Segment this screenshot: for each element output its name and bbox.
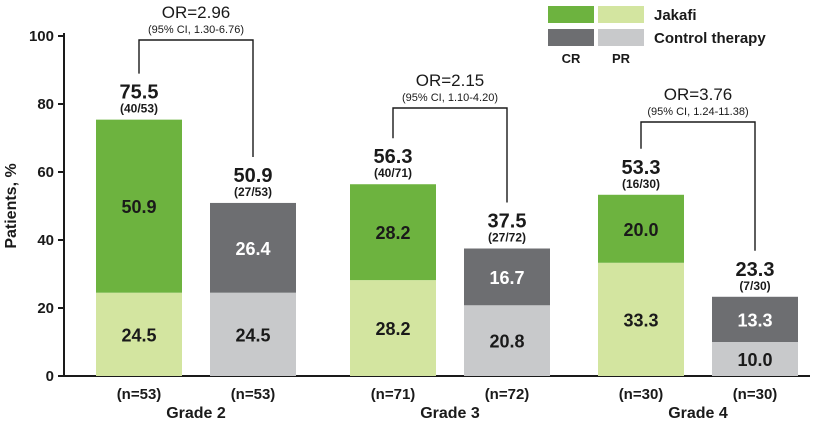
total-value-label: 53.3 — [622, 157, 661, 179]
bar-segment-pr — [350, 280, 436, 376]
bar-segment-pr — [210, 292, 296, 376]
total-value-label: 37.5 — [488, 211, 527, 233]
confidence-interval-label: (95% CI, 1.24-11.38) — [647, 106, 748, 118]
bar-segment-pr — [598, 262, 684, 376]
total-value-label: 56.3 — [374, 146, 413, 168]
legend-swatch-cr — [548, 29, 594, 46]
pr-value-label: 10.0 — [737, 350, 772, 370]
bar-segment-cr — [712, 296, 798, 342]
y-tick-label: 80 — [37, 96, 54, 113]
pr-value-label: 28.2 — [375, 319, 410, 339]
labels: 24.550.975.5(40/53)(n=53)24.526.450.9(27… — [117, 82, 778, 422]
total-value-label: 23.3 — [736, 259, 775, 281]
bar-segment-cr — [350, 184, 436, 281]
fraction-label: (40/53) — [120, 102, 158, 116]
odds-ratio-bracket — [640, 121, 756, 251]
sample-size-label: (n=53) — [117, 386, 162, 403]
cr-value-label: 13.3 — [737, 310, 772, 330]
pr-value-label: 20.8 — [489, 332, 524, 352]
grade-label: Grade 2 — [166, 405, 226, 422]
pr-value-label: 24.5 — [121, 325, 156, 345]
axes: 0 20 40 60 80 100 — [29, 28, 810, 385]
sample-size-label: (n=53) — [231, 386, 276, 403]
sample-size-label: (n=71) — [371, 386, 416, 403]
sample-size-label: (n=72) — [485, 386, 530, 403]
cr-value-label: 16.7 — [489, 268, 524, 288]
legend: Jakafi Control therapy CR PR — [548, 6, 766, 66]
legend-entry-label: Control therapy — [654, 30, 766, 47]
odds-ratio-label: OR=3.76 — [664, 85, 733, 104]
y-tick-label: 60 — [37, 164, 54, 181]
legend-header-pr: PR — [612, 51, 631, 66]
odds-ratio-bracket — [138, 39, 254, 157]
legend-entry-label: Jakafi — [654, 7, 697, 24]
fraction-label: (40/71) — [374, 166, 412, 180]
bar-segment-cr — [96, 119, 182, 293]
odds-ratio-brackets: OR=2.96 (95% CI, 1.30-6.76) OR=2.15 (95% CI… — [138, 3, 756, 251]
odds-ratio-label: OR=2.96 — [162, 3, 231, 22]
confidence-interval-label: (95% CI, 1.30-6.76) — [148, 24, 244, 36]
fraction-label: (16/30) — [622, 177, 660, 191]
y-tick-label: 40 — [37, 232, 54, 249]
bar-segment-cr — [598, 194, 684, 263]
grade-label: Grade 3 — [420, 405, 480, 422]
cr-value-label: 50.9 — [121, 197, 156, 217]
odds-ratio-label: OR=2.15 — [416, 71, 485, 90]
legend-header-cr: CR — [562, 51, 581, 66]
sample-size-label: (n=30) — [733, 386, 778, 403]
grade-label: Grade 4 — [668, 405, 728, 422]
pr-value-label: 24.5 — [235, 325, 270, 345]
sample-size-label: (n=30) — [619, 386, 664, 403]
y-tick-label: 100 — [29, 28, 54, 45]
cr-value-label: 20.0 — [623, 220, 658, 240]
bars — [96, 119, 798, 376]
total-value-label: 50.9 — [234, 165, 273, 187]
total-value-label: 75.5 — [120, 82, 159, 104]
pr-value-label: 33.3 — [623, 310, 658, 330]
legend-swatch-pr — [598, 6, 644, 23]
bar-segment-cr — [210, 202, 296, 293]
y-axis-label: Patients, % — [3, 163, 20, 248]
fraction-label: (7/30) — [739, 279, 770, 293]
legend-swatch-cr — [548, 6, 594, 23]
confidence-interval-label: (95% CI, 1.10-4.20) — [402, 92, 498, 104]
fraction-label: (27/72) — [488, 231, 526, 245]
bar-segment-pr — [464, 305, 550, 376]
legend-swatch-pr — [598, 29, 644, 46]
bar-segment-pr — [712, 342, 798, 376]
odds-ratio-bracket — [392, 107, 508, 203]
cr-value-label: 28.2 — [375, 223, 410, 243]
y-tick-label: 0 — [46, 368, 54, 385]
cr-value-label: 26.4 — [235, 239, 270, 259]
bar-segment-cr — [464, 248, 550, 306]
bar-segment-pr — [96, 292, 182, 376]
fraction-label: (27/53) — [234, 185, 272, 199]
y-tick-label: 20 — [37, 300, 54, 317]
